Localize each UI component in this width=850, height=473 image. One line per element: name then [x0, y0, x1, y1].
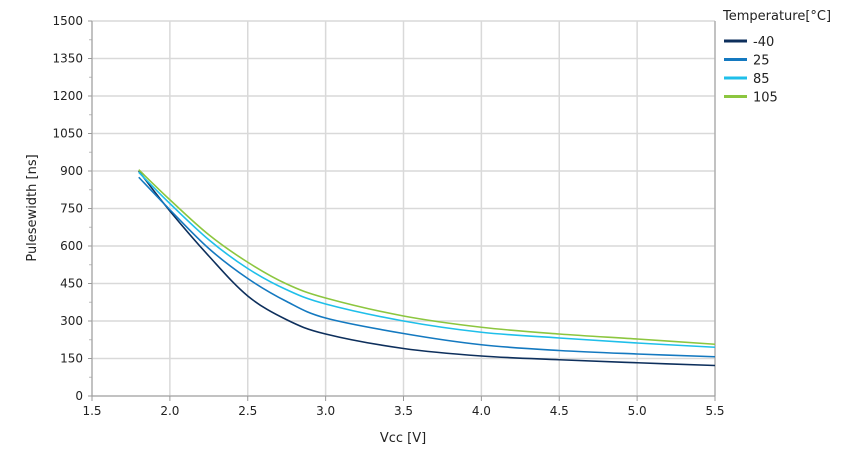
x-tick-label: 5.0 — [628, 404, 647, 418]
y-tick-label: 1350 — [52, 52, 83, 66]
legend-label: 25 — [753, 54, 770, 69]
x-axis-label: Vcc [V] — [380, 431, 426, 446]
y-tick-label: 900 — [60, 164, 83, 178]
x-tick-label: 1.5 — [82, 404, 101, 418]
series-line-105 — [138, 169, 716, 346]
y-axis-label: Pulesewidth [ns] — [25, 154, 40, 261]
axes: 1.5 2.0 2.5 3.0 3.5 4.0 4.5 5.0 5.5 0 150 300 450 600… — [52, 14, 724, 418]
legend: Temperature[°C] -40 25 85 105 — [722, 9, 831, 106]
y-tick-label: 150 — [60, 352, 83, 366]
y-tick-label: 1050 — [52, 127, 83, 141]
legend-label: -40 — [753, 35, 774, 50]
x-tick-label: 5.5 — [705, 404, 724, 418]
y-tick-label: 450 — [60, 277, 83, 291]
series-line-85 — [138, 171, 716, 349]
y-tick-label: 750 — [60, 202, 83, 216]
legend-title: Temperature[°C] — [722, 9, 831, 24]
x-tick-label: 3.0 — [316, 404, 335, 418]
legend-label: 105 — [753, 91, 778, 106]
series-lines — [138, 169, 716, 367]
y-tick-label: 600 — [60, 239, 83, 253]
x-tick-label: 3.5 — [394, 404, 413, 418]
x-tick-label: 4.0 — [472, 404, 491, 418]
x-tick-label: 4.5 — [550, 404, 569, 418]
y-tick-label: 1500 — [52, 14, 83, 28]
x-tick-label: 2.0 — [160, 404, 179, 418]
y-tick-label: 0 — [75, 389, 83, 403]
y-tick-label: 300 — [60, 314, 83, 328]
y-tick-label: 1200 — [52, 89, 83, 103]
series-line-25 — [138, 176, 716, 358]
x-tick-label: 2.5 — [238, 404, 257, 418]
legend-label: 85 — [753, 72, 770, 87]
grid — [91, 20, 716, 397]
series-line--40 — [138, 170, 716, 367]
